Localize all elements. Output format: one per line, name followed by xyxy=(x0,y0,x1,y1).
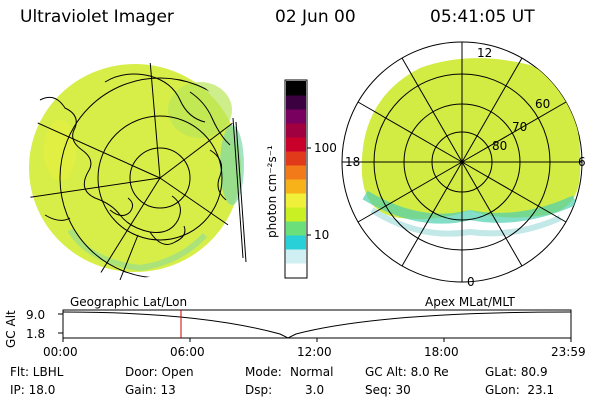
xtick-0000: 00:00 xyxy=(43,345,78,359)
apex-polar-plot xyxy=(341,41,583,283)
dsp-label: Dsp: xyxy=(245,383,273,397)
instrument-title: Ultraviolet Imager xyxy=(20,7,174,27)
colorbar-unit-label: photon cm⁻²s⁻¹ xyxy=(265,145,279,238)
mode-value: Normal xyxy=(290,365,334,379)
gain-info: Gain: 13 xyxy=(125,383,176,397)
mlat-label-70: 70 xyxy=(512,120,528,134)
colorbar-cell xyxy=(286,193,306,208)
mlt-label-6: 6 xyxy=(578,155,586,169)
ip-info: IP: 18.0 xyxy=(10,383,56,397)
limb-ticks xyxy=(119,117,247,281)
filter-info: Flt: LBHL xyxy=(10,365,64,379)
altitude-ytick-bottom: 1.8 xyxy=(26,327,46,341)
altitude-curve xyxy=(62,311,572,339)
colorbar-cell xyxy=(286,249,306,264)
mode-label: Mode: xyxy=(245,365,282,379)
dsp-value: 3.0 xyxy=(305,383,325,397)
door-info: Door: Open xyxy=(125,365,194,379)
mlt-label-18: 18 xyxy=(345,155,361,169)
geographic-image xyxy=(27,62,247,281)
glat-info: GLat: 80.9 xyxy=(485,365,548,379)
gcalt-info: GC Alt: 8.0 Re xyxy=(365,365,449,379)
xtick-2359: 23:59 xyxy=(551,345,586,359)
colorbar-cell xyxy=(286,207,306,222)
time-label: 05:41:05 UT xyxy=(430,7,535,27)
colorbar-cell xyxy=(286,179,306,194)
altitude-ytick-top: 9.0 xyxy=(26,308,46,322)
mlt-label-12: 12 xyxy=(477,46,493,60)
colorbar-cell xyxy=(286,151,306,166)
altitude-ylabel: GC Alt xyxy=(4,310,18,348)
xtick-1800: 18:00 xyxy=(424,345,459,359)
colorbar-cell xyxy=(286,109,306,124)
xtick-1200: 12:00 xyxy=(297,345,332,359)
altitude-plot xyxy=(58,309,572,342)
mlat-label-60: 60 xyxy=(535,97,551,111)
colorbar-cell xyxy=(286,221,306,236)
colorbar-tick-10: 10 xyxy=(314,228,330,242)
colorbar-cell xyxy=(286,123,306,138)
color-scale-bar xyxy=(284,79,311,279)
colorbar-cell xyxy=(286,137,306,152)
mlat-grid xyxy=(342,42,582,282)
glon-info: GLon: 23.1 xyxy=(485,383,555,397)
colorbar-tick-100: 100 xyxy=(314,141,337,155)
colorbar-cell xyxy=(286,95,306,110)
geographic-caption: Geographic Lat/Lon xyxy=(70,295,188,309)
seq-info: Seq: 30 xyxy=(365,383,411,397)
apex-caption: Apex MLat/MLT xyxy=(425,295,515,309)
colorbar-cell xyxy=(286,235,306,250)
date-label: 02 Jun 00 xyxy=(275,7,356,27)
mlat-label-80: 80 xyxy=(492,139,508,153)
mlt-label-0: 0 xyxy=(467,275,475,289)
coastlines xyxy=(39,73,231,245)
xtick-0600: 06:00 xyxy=(170,345,205,359)
colorbar-cell xyxy=(286,81,306,96)
colorbar-cell xyxy=(286,165,306,180)
auroral-oval xyxy=(361,58,581,219)
colorbar-cell xyxy=(286,263,306,278)
